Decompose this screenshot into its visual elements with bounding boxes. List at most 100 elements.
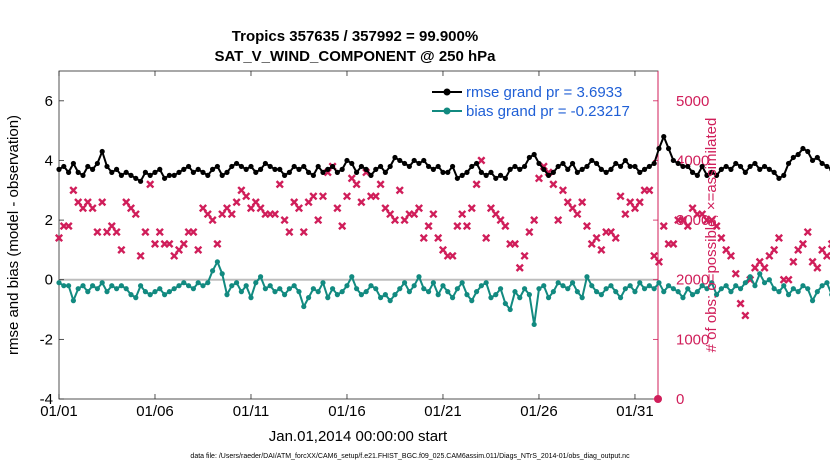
assimilated-obs-point [712,222,721,231]
rmse-point [286,169,292,175]
bias-point [440,283,446,289]
y-axis-ticks: -4 -2 0 2 4 6 [40,93,64,408]
rmse-point [617,163,624,170]
bias-point [699,283,705,289]
assimilated-obs-point [582,222,592,231]
rmse-point [526,154,532,161]
assimilated-obs-point [717,233,726,243]
assimilated-obs-point [126,204,136,213]
assimilated-obs-point [146,180,155,189]
bias-point [411,283,417,289]
bias-point [301,303,307,310]
assimilated-obs-point [107,222,116,231]
rmse-point [757,166,763,172]
assimilated-obs-point [112,227,121,237]
bias-point [94,286,100,292]
rmse-point [94,160,100,167]
rmse-point [142,169,148,175]
bias-point [349,274,355,280]
assimilated-obs-point [616,192,625,201]
rmse-point [363,166,369,172]
rmse-point [613,160,619,167]
y2-tick-label: 5000 [676,93,709,110]
assimilated-obs-point [194,245,203,254]
rmse-point [488,169,494,175]
rmse-point [795,151,801,158]
rmse-point [65,169,72,175]
bias-point [507,306,513,313]
rmse-point [377,163,384,170]
rmse-point [752,160,758,167]
rmse-point [502,175,508,181]
bias-point [478,283,484,289]
rmse-point [805,148,811,155]
rmse-point [147,172,153,178]
assimilated-obs-point [808,257,817,266]
bias-point [238,289,244,295]
assimilated-obs-point [333,204,342,213]
assimilated-obs-point [78,204,88,213]
rmse-point [521,163,528,170]
bias-point [70,298,76,304]
bias-point [555,280,561,286]
bias-point [709,280,715,286]
bias-point [397,286,403,292]
bias-point [454,286,460,292]
assimilated-obs-point [64,222,73,231]
assimilated-obs-point [371,192,380,201]
rmse-point [531,151,537,158]
assimilated-obs-point [611,233,620,243]
rmse-point [507,166,513,172]
assimilated-obs-point [275,180,284,189]
rmse-point [646,163,652,170]
bias-point [89,283,96,289]
rmse-point [85,163,91,170]
bias-point [550,289,556,295]
possible-obs-point [654,395,662,403]
bias-point [704,286,710,292]
assimilated-obs-point [683,222,692,231]
assimilated-obs-point [213,239,222,248]
bias-point [814,289,820,295]
rmse-point [368,172,374,178]
bias-point [377,295,384,301]
bias-point [771,286,777,292]
assimilated-obs-point [256,204,265,213]
rmse-point [459,172,465,178]
rmse-point [622,157,628,164]
rmse-point [680,163,686,170]
assimilated-obs-point [376,180,385,189]
rmse-point [214,163,220,170]
assimilated-obs-point [798,239,807,248]
bias-point [229,283,235,289]
rmse-point [449,163,456,170]
bias-point [109,283,115,289]
rmse-point [464,169,470,175]
bias-point [531,321,537,328]
assimilated-obs-point [390,216,400,225]
rmse-point [656,145,662,152]
rmse-point [421,157,427,164]
rmse-point [133,175,139,181]
assimilated-obs-point [630,204,640,213]
bias-point [569,280,576,286]
assimilated-obs-point [741,311,750,320]
bias-point [373,286,379,292]
bias-point [315,289,321,295]
rmse-point [171,172,177,178]
assimilated-obs-point [707,216,716,225]
assimilated-obs-point [774,233,784,243]
rmse-point [185,163,192,170]
assimilated-obs-markers [54,156,830,320]
rmse-point [593,160,600,167]
assimilated-obs-point [227,210,236,219]
assimilated-obs-point [83,198,92,207]
assimilated-obs-point [309,192,318,201]
rmse-point [89,166,96,172]
bias-point [560,283,566,289]
bias-point [776,289,782,295]
rmse-point [733,160,739,167]
bias-point [195,280,201,286]
assimilated-obs-point [74,198,83,207]
rmse-point [469,163,475,170]
